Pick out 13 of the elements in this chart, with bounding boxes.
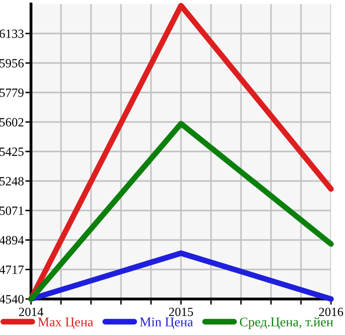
x-tick-label: 2016 (319, 308, 344, 316)
x-tick-label: 2015 (169, 308, 194, 316)
legend-label: Сред.Цена, т.йен (240, 317, 334, 330)
y-tick-label: 5425 (0, 148, 24, 156)
y-tick-label: 5248 (0, 177, 24, 186)
y-tick-label: 5779 (0, 88, 24, 97)
y-tick-label: 5071 (0, 206, 24, 215)
legend-label: Min Цена (140, 318, 193, 330)
y-tick-label: 5956 (0, 59, 24, 68)
x-tick-label: 2014 (19, 308, 44, 316)
y-tick-label: 5602 (0, 118, 24, 126)
legend-label: Max Цена (38, 318, 94, 330)
y-tick-label: 6133 (0, 30, 24, 38)
